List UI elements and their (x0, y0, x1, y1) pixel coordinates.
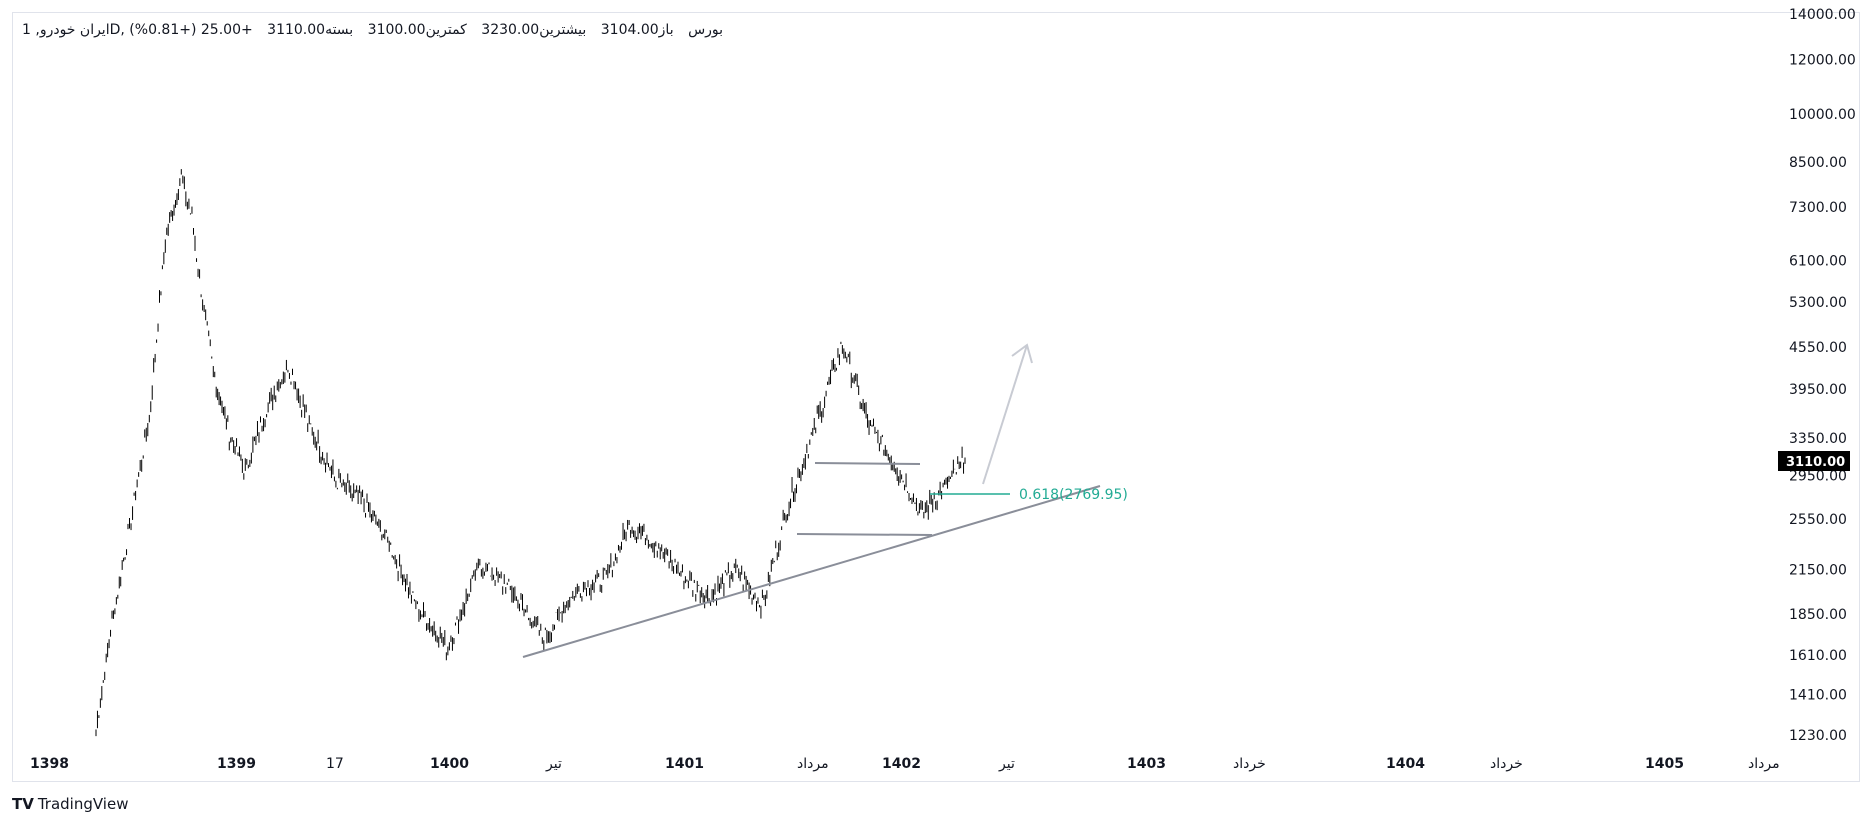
x-tick-label: تیر (998, 756, 1015, 772)
x-tick-label: 1405 (1645, 756, 1684, 772)
x-tick-label: مرداد (1748, 756, 1780, 772)
x-tick-label: 1398 (30, 756, 69, 772)
x-tick-label: 1400 (430, 756, 469, 772)
last-price-tag: 3110.00 (1778, 451, 1850, 471)
x-tick-label: 1402 (882, 756, 921, 772)
chart-pane[interactable] (12, 12, 1860, 782)
y-tick-label: 12000.00 (1789, 53, 1856, 69)
trendline[interactable] (522, 485, 1101, 658)
y-tick-label: 1610.00 (1789, 648, 1847, 664)
tradingview-logo[interactable]: TV TradingView (12, 795, 129, 813)
x-tick-label: خرداد (1233, 756, 1266, 772)
legend-open: باز3104.00 (600, 22, 674, 38)
target-arrow[interactable] (982, 343, 1033, 485)
range-top-line[interactable] (814, 462, 921, 465)
y-tick-label: 1410.00 (1789, 688, 1847, 704)
x-tick-label: 1403 (1127, 756, 1166, 772)
y-tick-label: 8500.00 (1789, 155, 1847, 171)
fib-level-label: 0.618(2769.95) (1019, 487, 1128, 503)
x-tick-label: مرداد (797, 756, 829, 772)
range-bottom-line[interactable] (796, 533, 933, 536)
legend-high: بیشترین3230.00 (481, 22, 587, 38)
y-tick-label: 1850.00 (1789, 607, 1847, 623)
y-tick-label: 14000.00 (1789, 7, 1856, 23)
legend-low: کمترین3100.00 (367, 22, 467, 38)
y-tick-label: 2550.00 (1789, 512, 1847, 528)
x-axis[interactable]: 1398 1399 17 1400 تیر 1401 مرداد 1402 تیر 1403 خرد… (30, 756, 1780, 772)
tradingview-icon: TV (12, 795, 34, 813)
y-tick-label: 7300.00 (1789, 200, 1847, 216)
ohlc-legend: ایران خودرو, 1D, بورس باز3104.00 بیشترین… (22, 22, 733, 38)
x-tick-label: خرداد (1490, 756, 1523, 772)
y-tick-label: 3950.00 (1789, 382, 1847, 398)
x-tick-label: تیر (545, 756, 562, 772)
y-tick-label: 10000.00 (1789, 107, 1856, 123)
x-tick-label: 17 (326, 756, 344, 772)
x-tick-label: 1401 (665, 756, 704, 772)
y-axis[interactable]: 14000.00 12000.00 10000.00 8500.00 7300.00 61… (1789, 7, 1856, 744)
x-tick-label: 1399 (217, 756, 256, 772)
legend-close: بسته3110.00 (267, 22, 354, 38)
legend-symbol[interactable]: ایران خودرو, 1D, بورس (22, 22, 724, 38)
y-tick-label: 2950.00 (1789, 469, 1847, 485)
y-tick-label: 3350.00 (1789, 431, 1847, 447)
y-tick-label: 4550.00 (1789, 340, 1847, 356)
price-series (95, 169, 966, 737)
x-tick-label: 1404 (1386, 756, 1425, 772)
y-tick-label: 6100.00 (1789, 253, 1847, 269)
last-price-text: 3110.00 (1786, 455, 1845, 470)
y-tick-label: 5300.00 (1789, 295, 1847, 311)
legend-change: +25.00 (+0.81%) (129, 22, 253, 38)
y-tick-label: 2150.00 (1789, 562, 1847, 578)
y-tick-label: 1230.00 (1789, 728, 1847, 744)
